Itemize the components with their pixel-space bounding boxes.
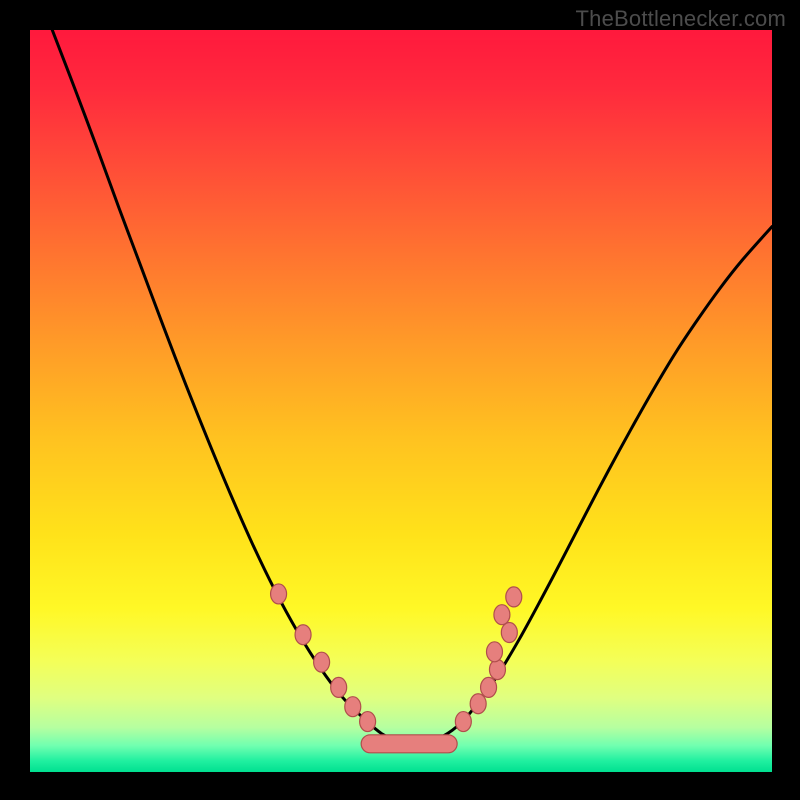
data-marker bbox=[455, 712, 471, 732]
data-marker bbox=[345, 697, 361, 717]
data-marker bbox=[331, 677, 347, 697]
data-marker bbox=[486, 642, 502, 662]
data-marker bbox=[295, 625, 311, 645]
data-marker bbox=[271, 584, 287, 604]
data-marker bbox=[506, 587, 522, 607]
data-marker bbox=[481, 677, 497, 697]
plot-area bbox=[30, 30, 772, 772]
data-marker bbox=[314, 652, 330, 672]
watermark-text: TheBottlenecker.com bbox=[576, 6, 786, 32]
curve-layer bbox=[30, 30, 772, 772]
optimal-range-bar bbox=[361, 735, 457, 753]
data-marker bbox=[489, 660, 505, 680]
data-marker bbox=[494, 605, 510, 625]
bottleneck-curve bbox=[52, 30, 772, 744]
data-marker bbox=[501, 623, 517, 643]
data-marker bbox=[360, 712, 376, 732]
data-marker bbox=[470, 694, 486, 714]
